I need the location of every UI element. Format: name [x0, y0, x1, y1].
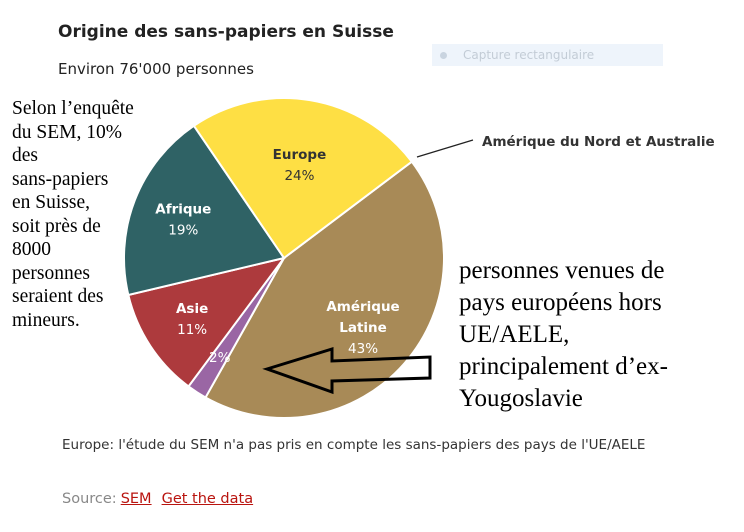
source-link-sem[interactable]: SEM: [120, 491, 152, 507]
left-note-line: seraient des: [12, 286, 104, 307]
callout-label: Amérique du Nord et Australie: [482, 134, 715, 150]
left-note-line: du SEM, 10%: [12, 121, 122, 143]
footnote: Europe: l'étude du SEM n'a pas pris en c…: [62, 437, 646, 453]
capture-label: Capture rectangulaire: [463, 48, 595, 62]
slice-label-europe: Europe: [273, 147, 327, 163]
left-note-line: mineurs.: [12, 309, 80, 331]
right-note-line: UE/AELE,: [459, 321, 570, 348]
chart-title: Origine des sans-papiers en Suisse: [58, 22, 394, 42]
slice-asie: [127, 256, 287, 388]
left-note-line: en Suisse,: [12, 192, 90, 213]
annotation-right: personnes venues de pays européens hors UE…: [459, 255, 668, 415]
right-note-line: principalement d’ex-: [459, 353, 668, 380]
get-data-link[interactable]: Get the data: [161, 491, 254, 507]
left-note-line: Selon l’enquête: [12, 98, 134, 119]
slice-label-asie: Asie: [176, 301, 208, 317]
arrow-annotation: [262, 346, 432, 395]
left-note-line: des: [12, 145, 38, 166]
source-line: Source: SEM Get the data: [62, 491, 253, 507]
slice-value-asie: 11%: [177, 322, 207, 338]
right-note-line: pays européens hors: [459, 289, 662, 316]
left-note-line: personnes: [12, 262, 90, 284]
capture-overlay[interactable]: Capture rectangulaire: [432, 44, 663, 66]
slice-label-amerique-latine: Amérique: [326, 299, 399, 315]
annotation-left: Selon l’enquête du SEM, 10% des sans-papier…: [12, 97, 134, 332]
slice-label-afrique: Afrique: [155, 201, 211, 217]
slice-europe: [192, 97, 414, 260]
record-dot-icon: [440, 51, 447, 59]
right-note-line: Yougoslavie: [459, 385, 583, 412]
callout-line: [416, 139, 474, 158]
left-note-line: soit près de: [12, 215, 101, 237]
source-prefix: Source:: [62, 491, 117, 507]
slice-label-amerique-latine: Latine: [339, 320, 387, 336]
slice-afrique: [123, 124, 286, 297]
slice-value-amerique-nord-australie: 2%: [209, 350, 231, 366]
chart-subtitle: Environ 76'000 personnes: [58, 60, 254, 78]
slice-value-afrique: 19%: [168, 222, 198, 238]
left-note-line: 8000: [12, 239, 51, 260]
slice-value-amerique-latine: 43%: [348, 341, 378, 357]
slice-value-europe: 24%: [284, 168, 314, 184]
right-note-line: personnes venues de: [459, 257, 665, 284]
slice-amerique-latine: [204, 160, 445, 419]
left-note-line: sans-papiers: [12, 168, 109, 190]
